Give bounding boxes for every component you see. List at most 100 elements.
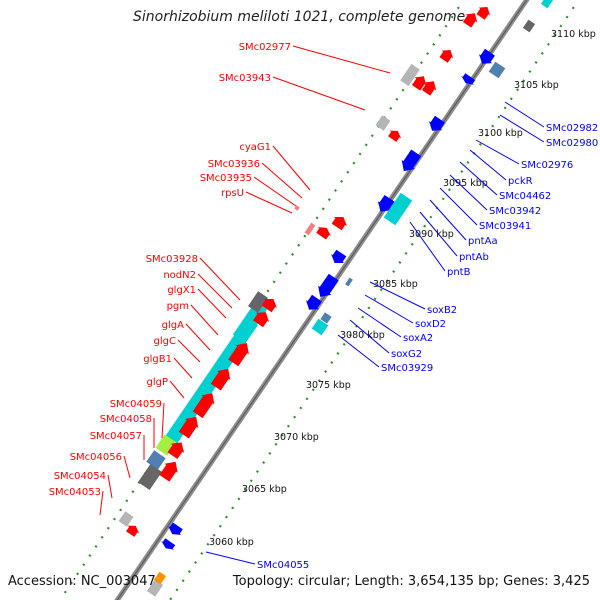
forward-gene-label: glgP xyxy=(146,377,168,388)
forward-gene-label: glgA xyxy=(162,320,184,331)
forward-gene-label: SMc03935 xyxy=(200,173,252,184)
forward-gene-leader xyxy=(177,339,201,363)
forward-gene-arrow xyxy=(439,50,454,63)
reverse-gene-leader xyxy=(449,174,488,211)
reverse-gene-leader xyxy=(205,551,256,565)
forward-gene-label: SMc04053 xyxy=(49,487,101,498)
reverse-gene-leader xyxy=(459,161,498,196)
forward-gene-leader xyxy=(253,176,297,207)
forward-gene-label: SMc04054 xyxy=(54,471,106,482)
forward-gene-arrow xyxy=(167,442,185,459)
reverse-gene-leader xyxy=(369,281,426,310)
kbp-tick-label: 3070 kbp xyxy=(274,432,319,443)
forward-gene-leader xyxy=(197,273,233,309)
reverse-gene-leader xyxy=(409,221,446,272)
kbp-tick-label: 3090 kbp xyxy=(409,229,454,240)
forward-gene-leader xyxy=(169,380,185,399)
gene-block-gray xyxy=(138,464,162,490)
reverse-gene-leader xyxy=(469,149,507,181)
reverse-gene-arrow xyxy=(429,115,445,131)
reverse-gene-arrow xyxy=(331,249,347,263)
reverse-gene-leader xyxy=(349,319,390,354)
rna-feature-block xyxy=(162,317,258,449)
map-title: Sinorhizobium meliloti 1021, complete ge… xyxy=(133,9,466,25)
reverse-gene-label: pntAa xyxy=(468,236,498,247)
forward-gene-arrow xyxy=(228,343,249,367)
reverse-gene-label: SMc04462 xyxy=(499,191,551,202)
forward-gene-leader xyxy=(245,191,293,214)
accession-label: Accession: NC_003047 xyxy=(8,574,156,589)
reverse-gene-leader xyxy=(419,211,458,257)
forward-gene-leader xyxy=(123,455,131,479)
reverse-gene-leader xyxy=(504,101,545,128)
forward-gene-arrow xyxy=(261,299,277,313)
reverse-gene-label: SMc02980 xyxy=(546,138,598,149)
kbp-tick-label: 3095 kbp xyxy=(443,178,488,189)
gene-block-steel xyxy=(320,312,332,324)
forward-gene-label: SMc03943 xyxy=(219,73,271,84)
forward-gene-label: SMc04058 xyxy=(100,414,152,425)
reverse-gene-label: pckR xyxy=(508,176,533,187)
reverse-gene-label: SMc02976 xyxy=(521,160,573,171)
reverse-gene-arrow xyxy=(168,522,183,535)
reverse-gene-leader xyxy=(439,187,478,226)
kbp-tick-label: 3110 kbp xyxy=(551,29,596,40)
kbp-tick-label: 3100 kbp xyxy=(478,128,523,139)
forward-gene-label: nodN2 xyxy=(163,270,196,281)
forward-gene-arrow xyxy=(178,416,199,439)
gene-block-gray xyxy=(118,511,134,527)
reverse-gene-label: soxD2 xyxy=(415,319,446,330)
forward-gene-leader xyxy=(261,162,303,199)
reverse-gene-label: SMc03942 xyxy=(489,206,541,217)
gene-block-pink xyxy=(294,205,300,211)
forward-gene-arrow xyxy=(253,312,269,328)
gene-block-steel xyxy=(345,277,353,287)
forward-gene-label: SMc02977 xyxy=(239,42,291,53)
reverse-gene-leader xyxy=(429,199,467,241)
forward-gene-leader xyxy=(161,402,165,439)
forward-gene-leader xyxy=(185,323,211,351)
rna-feature-block xyxy=(540,0,554,9)
forward-gene-label: SMc04059 xyxy=(110,399,162,410)
forward-gene-label: glgB1 xyxy=(143,354,172,365)
forward-gene-leader xyxy=(190,304,219,336)
forward-gene-leader xyxy=(292,45,391,74)
reverse-gene-arrow xyxy=(401,149,422,172)
forward-gene-arrow xyxy=(411,76,427,91)
reverse-gene-label: SMc04055 xyxy=(257,560,309,571)
right-guide-dots xyxy=(169,0,580,600)
reverse-gene-label: pntAb xyxy=(459,252,489,263)
reverse-gene-label: pntB xyxy=(447,267,471,278)
reverse-gene-arrow xyxy=(461,73,476,85)
reverse-gene-leader xyxy=(357,307,402,338)
reverse-gene-label: SMc02982 xyxy=(546,123,598,134)
reverse-gene-leader xyxy=(364,294,414,324)
forward-gene-arrow xyxy=(476,7,491,20)
reverse-gene-arrow xyxy=(377,195,395,212)
forward-gene-leader xyxy=(99,490,104,516)
forward-gene-label: SMc03928 xyxy=(146,254,198,265)
reverse-gene-label: SMc03941 xyxy=(479,221,531,232)
forward-gene-arrow xyxy=(210,368,231,391)
gene-block-gray xyxy=(146,579,164,597)
forward-gene-leader xyxy=(173,357,193,379)
forward-gene-arrow xyxy=(126,525,140,537)
forward-gene-leader xyxy=(197,288,227,319)
gene-block-steel xyxy=(488,61,506,79)
kbp-tick-label: 3060 kbp xyxy=(209,537,254,548)
forward-gene-label: glgX1 xyxy=(167,285,196,296)
rna-feature-block xyxy=(311,318,329,336)
forward-gene-label: cyaG1 xyxy=(239,142,271,153)
genome-axis-core xyxy=(116,0,528,600)
forward-gene-label: SMc04057 xyxy=(90,431,142,442)
kbp-tick-label: 3105 kbp xyxy=(514,80,559,91)
forward-gene-label: pgm xyxy=(167,301,189,312)
forward-gene-arrow xyxy=(192,393,215,419)
reverse-gene-leader xyxy=(475,139,520,165)
forward-gene-arrow xyxy=(316,227,331,240)
forward-gene-leader xyxy=(272,76,366,111)
gene-block-gray xyxy=(522,19,536,33)
kbp-tick-label: 3085 kbp xyxy=(373,279,418,290)
reverse-gene-arrow xyxy=(306,294,322,310)
